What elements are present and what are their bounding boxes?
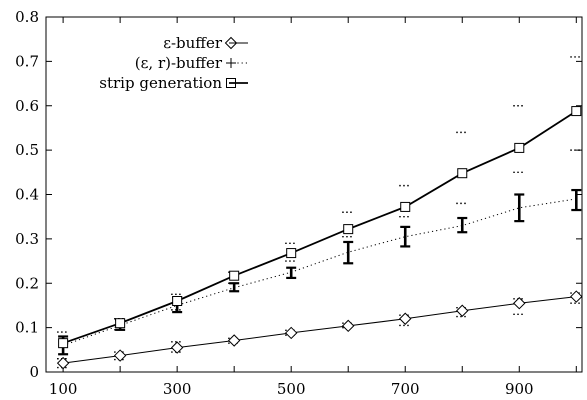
point-strip-generation [343, 224, 354, 235]
y-tick-label: 0.3 [15, 230, 39, 248]
y-tick-label: 0 [29, 363, 39, 381]
point-strip-generation [286, 248, 297, 259]
point-strip-generation [58, 338, 69, 349]
point-strip-generation [571, 106, 582, 117]
error-bar-epsilon-r-buffer [400, 225, 411, 248]
x-tick-label: 300 [163, 380, 192, 398]
point-strip-generation [172, 296, 183, 306]
series-line-strip-generation [62, 110, 577, 345]
legend-label-epsilon-buffer: ε-buffer [163, 34, 223, 52]
error-bar-epsilon-r-buffer [286, 266, 297, 280]
point-strip-generation [229, 270, 240, 281]
error-bar-epsilon-r-buffer [514, 193, 525, 223]
series-layer [56, 36, 583, 370]
point-epsilon-buffer [570, 290, 583, 303]
series-line-epsilon-buffer [63, 296, 577, 364]
y-tick-label: 0.4 [15, 186, 39, 204]
error-bar-epsilon-r-buffer [571, 188, 582, 212]
point-epsilon-buffer [456, 304, 469, 317]
error-bar-epsilon-r-buffer [457, 216, 468, 234]
x-tick-label: 900 [505, 380, 534, 398]
point-epsilon-buffer [513, 297, 526, 310]
y-tick-label: 0.8 [15, 8, 39, 26]
legend-entry-strip-generation: strip generation [99, 74, 222, 92]
point-epsilon-buffer [170, 341, 184, 354]
point-epsilon-buffer [284, 326, 298, 340]
plot-border [45, 16, 583, 373]
point-epsilon-buffer [227, 334, 241, 347]
series-line-epsilon-r-buffer [62, 198, 577, 346]
plot-frame [45, 16, 583, 373]
point-strip-generation [457, 168, 468, 179]
y-tick-label: 0.1 [15, 319, 39, 337]
point-strip-generation [514, 142, 525, 153]
y-tick-label: 0.6 [15, 97, 39, 115]
y-tick-label: 0.7 [15, 52, 39, 70]
y-axis: 0 0.1 0.2 0.3 0.4 0.5 0.6 0.7 0.8 [15, 8, 582, 381]
point-epsilon-buffer [113, 349, 127, 362]
point-epsilon-buffer [56, 356, 70, 370]
x-tick-label: 500 [277, 380, 306, 398]
point-strip-generation [115, 318, 126, 329]
point-epsilon-buffer [399, 312, 412, 325]
error-bar-epsilon-r-buffer [229, 282, 240, 293]
legend-entry-epsilon-buffer: ε-buffer [163, 34, 223, 52]
x-tick-label: 700 [391, 380, 420, 398]
x-axis: 100 300 500 700 900 [49, 17, 577, 398]
point-epsilon-buffer [342, 319, 355, 333]
y-tick-label: 0.2 [15, 274, 39, 292]
error-bar-epsilon-r-buffer [343, 240, 354, 265]
legend: ε-buffer (ε, r)-buffer strip generation [99, 34, 248, 92]
point-strip-generation [400, 201, 411, 212]
legend-entry-epsilon-r-buffer: (ε, r)-buffer [135, 54, 223, 72]
y-tick-label: 0.5 [15, 141, 39, 159]
legend-label-epsilon-r-buffer: (ε, r)-buffer [135, 54, 223, 72]
x-tick-label: 100 [49, 380, 78, 398]
legend-label-strip-generation: strip generation [99, 74, 222, 92]
